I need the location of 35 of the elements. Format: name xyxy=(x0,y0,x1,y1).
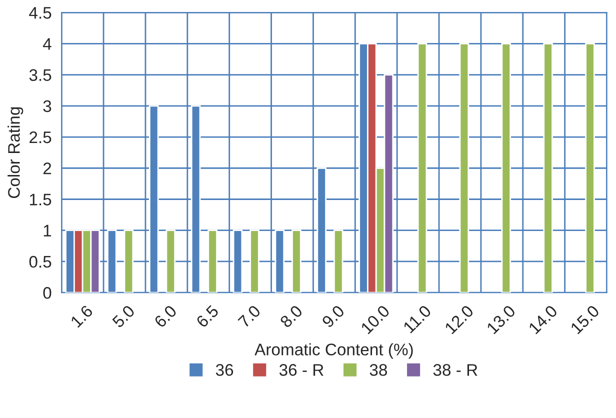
y-tick-label: 3.5 xyxy=(29,69,52,81)
y-tick-label: 0.5 xyxy=(29,256,52,268)
x-tick-label: 5.0 xyxy=(112,304,136,328)
y-tick-label: 1 xyxy=(44,224,52,236)
y-tick-label: 4 xyxy=(42,38,52,50)
bar xyxy=(166,230,176,293)
x-tick-label: 7.0 xyxy=(238,304,262,328)
legend-label: 36 - R xyxy=(279,364,324,376)
bar xyxy=(417,42,428,293)
y-axis-title: Color Rating xyxy=(8,107,24,198)
bar xyxy=(333,230,344,293)
bar xyxy=(585,42,595,293)
bar xyxy=(124,230,134,293)
y-tick-label: 4.5 xyxy=(29,7,52,19)
bar xyxy=(543,42,553,293)
x-tick-label: 8.0 xyxy=(279,304,304,328)
y-tick-label: 1.5 xyxy=(30,194,52,206)
legend-label: 38 - R xyxy=(433,364,478,376)
bar xyxy=(501,42,512,293)
bar xyxy=(208,230,218,293)
x-tick-label: 6.5 xyxy=(196,304,220,328)
legend-label: 38 xyxy=(370,364,387,376)
y-tick-label: 3 xyxy=(43,100,52,112)
y-tick-label: 2 xyxy=(43,162,52,174)
x-tick-label: 1.6 xyxy=(70,304,94,328)
bar xyxy=(292,230,302,293)
y-tick-label: 0 xyxy=(43,287,52,299)
x-axis-title: Aromatic Content (%) xyxy=(254,343,413,359)
y-tick-label: 2.5 xyxy=(30,131,52,144)
legend-label: 36 xyxy=(216,364,234,376)
bar xyxy=(250,230,260,293)
x-tick-label: 9.0 xyxy=(321,304,346,328)
bar xyxy=(459,42,470,293)
x-tick-label: 11.0 xyxy=(402,304,432,334)
x-tick-label: 6.0 xyxy=(154,304,178,328)
